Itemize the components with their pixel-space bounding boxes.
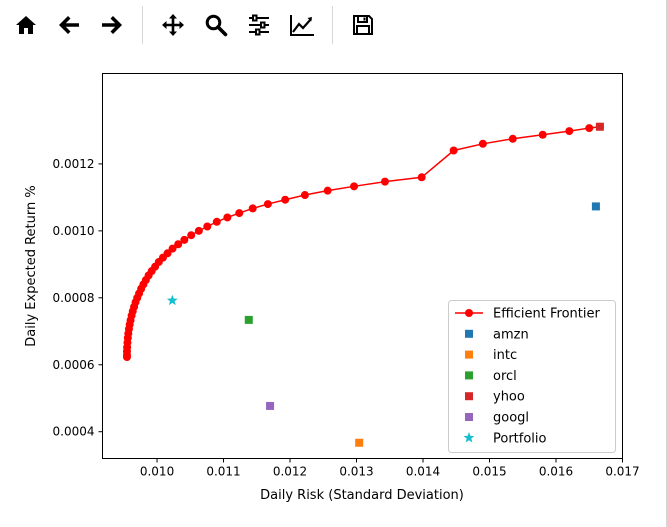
toolbar-separator [142, 6, 143, 44]
pan-button[interactable] [156, 8, 190, 42]
frontier-point [300, 191, 309, 200]
zoom-icon [205, 14, 228, 37]
legend-label: orcl [493, 369, 517, 384]
configure-subplots-icon [249, 14, 269, 36]
x-tick-label: 0.012 [273, 465, 307, 479]
frontier-point [187, 231, 196, 240]
x-tick-label: 0.017 [605, 465, 639, 479]
frontier-point [194, 226, 203, 235]
legend-label: yhoo [493, 390, 525, 405]
frontier-point [565, 127, 574, 136]
legend-label: intc [493, 348, 517, 363]
frontier-point [248, 204, 257, 213]
frontier-point [380, 177, 389, 186]
pan-icon [162, 14, 184, 36]
y-axis-label: Daily Expected Return % [24, 185, 39, 346]
amzn-marker [591, 202, 600, 211]
frontier-point [323, 186, 332, 195]
plot-frame [102, 73, 623, 459]
frontier-point [223, 213, 232, 222]
x-tick-label: 0.010 [140, 465, 174, 479]
x-axis-label: Daily Risk (Standard Deviation) [260, 488, 464, 503]
frontier-point [417, 173, 426, 182]
frontier-point [350, 182, 359, 191]
legend-frontier-marker [465, 309, 473, 317]
frontier-point [174, 240, 183, 249]
back-button[interactable] [52, 8, 86, 42]
legend-yhoo-marker [465, 392, 473, 401]
frontier-point [168, 244, 177, 253]
home-icon [16, 16, 36, 34]
legend-googl-marker [465, 413, 473, 421]
edit-axis-button[interactable] [285, 8, 319, 42]
x-tick-label: 0.011 [206, 465, 240, 479]
legend-label: googl [493, 411, 529, 426]
frontier-point [163, 249, 172, 258]
y-tick-label: 0.0008 [53, 291, 95, 305]
home-button[interactable] [9, 8, 43, 42]
back-arrow-icon [59, 16, 79, 34]
legend-label: Portfolio [493, 431, 547, 446]
x-tick-label: 0.015 [472, 465, 506, 479]
y-tick-label: 0.0004 [53, 425, 95, 439]
frontier-point [585, 124, 594, 133]
frontier-point [508, 134, 517, 143]
frontier-point [203, 222, 212, 231]
save-icon [353, 15, 373, 35]
x-tick-label: 0.014 [406, 465, 440, 479]
frontier-point [212, 217, 221, 226]
frontier-point [538, 130, 547, 139]
frontier-point [449, 146, 458, 155]
legend-label: amzn [493, 327, 529, 342]
legend-Portfolio-marker [463, 432, 475, 443]
legend-label: Efficient Frontier [493, 307, 600, 322]
legend-orcl-marker [465, 371, 473, 380]
x-tick-label: 0.013 [339, 465, 373, 479]
y-tick-label: 0.0006 [53, 358, 95, 372]
y-tick-label: 0.0012 [53, 157, 95, 171]
frontier-point [478, 139, 487, 148]
frontier-point [263, 200, 272, 209]
googl-marker [266, 401, 275, 410]
Portfolio-marker [166, 294, 178, 306]
x-tick-label: 0.016 [539, 465, 573, 479]
navigation-toolbar [0, 0, 667, 50]
legend-amzn-marker [465, 329, 473, 338]
frontier-point [281, 195, 290, 204]
legend: Efficient Frontier amzn intc orcl yhoo googl P… [448, 300, 616, 453]
forward-button[interactable] [95, 8, 129, 42]
legend-box [448, 300, 616, 453]
configure-subplots-button[interactable] [242, 8, 276, 42]
save-button[interactable] [346, 8, 380, 42]
zoom-button[interactable] [199, 8, 233, 42]
frontier-point [180, 235, 189, 244]
orcl-marker [244, 315, 253, 324]
toolbar-separator [332, 6, 333, 44]
y-tick-label: 0.0010 [53, 224, 95, 238]
frontier-point [235, 209, 244, 218]
legend-intc-marker [465, 350, 473, 359]
intc-marker [355, 438, 364, 447]
edit-axis-icon [290, 15, 314, 36]
yhoo-marker [595, 122, 604, 131]
forward-arrow-icon [102, 16, 122, 34]
